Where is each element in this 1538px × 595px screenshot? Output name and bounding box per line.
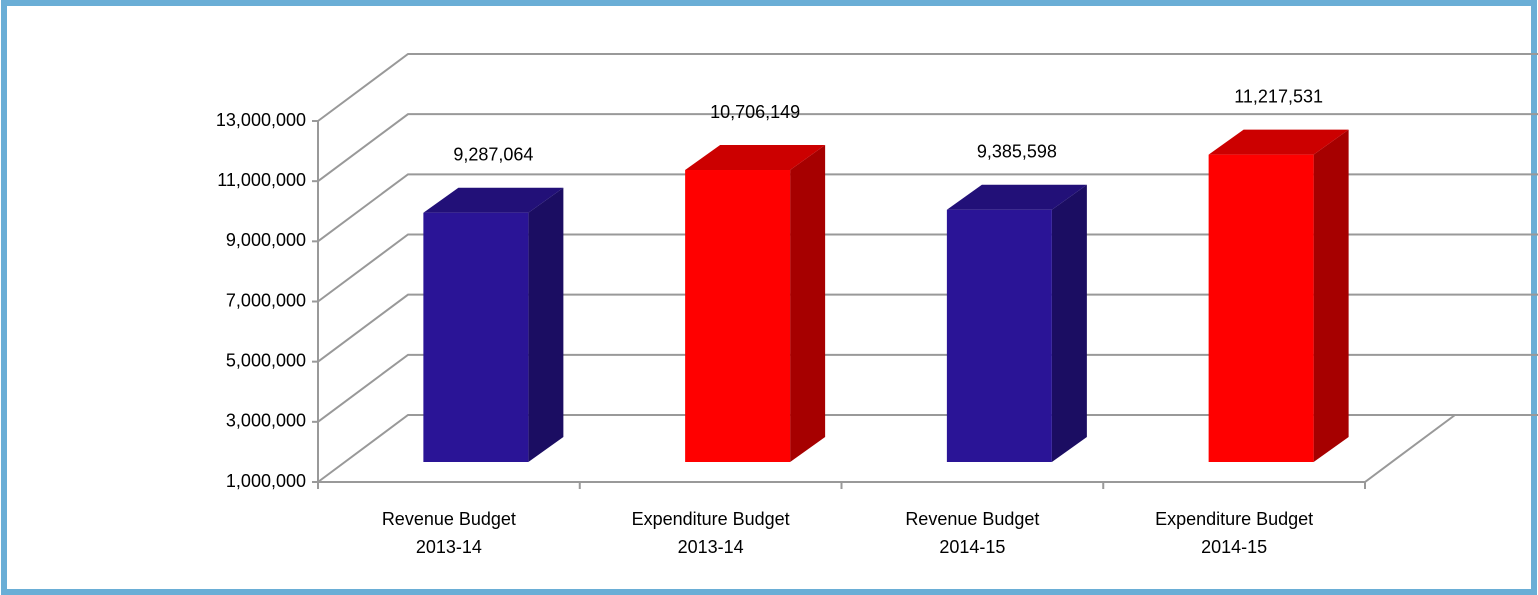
y-tick-label: 1,000,000: [226, 471, 306, 491]
bar-top: [423, 187, 564, 213]
y-tick-label: 9,000,000: [226, 230, 306, 250]
x-tick-label: 2013-14: [416, 537, 482, 557]
data-label: 9,287,064: [453, 144, 533, 164]
x-tick-label: Expenditure Budget: [632, 509, 790, 529]
x-tick-label: Revenue Budget: [905, 509, 1039, 529]
data-label: 11,217,531: [1234, 86, 1323, 106]
grid-line: [317, 173, 1538, 243]
bar-top: [946, 184, 1087, 210]
y-tick-label: 3,000,000: [226, 411, 306, 431]
x-tick-label: 2014-15: [1201, 537, 1267, 557]
bar: [1208, 154, 1314, 462]
bar-top: [685, 145, 826, 171]
data-label: 9,385,598: [977, 141, 1057, 161]
x-tick-label: 2013-14: [678, 537, 744, 557]
bar: [423, 212, 529, 462]
grid-line: [317, 233, 1538, 303]
y-tick-label: 13,000,000: [216, 110, 306, 130]
data-label: 10,706,149: [710, 102, 800, 122]
grid-line: [317, 53, 1538, 122]
grid-line: [317, 113, 1538, 182]
x-tick-label: Expenditure Budget: [1155, 509, 1313, 529]
x-tick-label: Revenue Budget: [382, 509, 516, 529]
bar: [946, 209, 1052, 462]
grid-line: [317, 293, 1538, 363]
grid-line: [317, 353, 1538, 423]
bar-side: [790, 145, 826, 462]
y-tick-label: 5,000,000: [226, 350, 306, 370]
y-tick-label: 7,000,000: [226, 290, 306, 310]
bar-side: [1051, 184, 1087, 462]
bar-side: [528, 187, 564, 462]
y-tick-label: 11,000,000: [217, 170, 306, 190]
bar-side: [1313, 129, 1349, 462]
bar-top: [1208, 129, 1349, 155]
x-tick-label: 2014-15: [939, 537, 1005, 557]
grid-line: [317, 414, 1538, 483]
bar: [685, 170, 791, 462]
